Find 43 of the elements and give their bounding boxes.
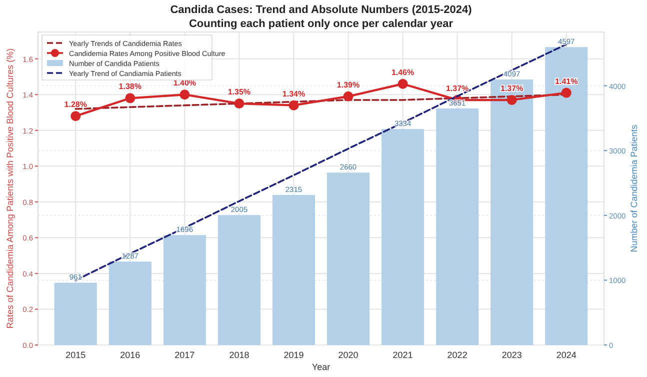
point <box>288 100 299 110</box>
chart-title: Candida Cases: Trend and Absolute Numbers (2015-2024) <box>170 4 472 16</box>
x-tick-label: 2024 <box>556 350 576 360</box>
point <box>398 78 408 89</box>
x-tick-label: 2022 <box>447 350 468 360</box>
x-axis-title: Year <box>312 362 330 372</box>
bar <box>54 282 97 345</box>
bar <box>382 128 424 345</box>
bar <box>163 235 206 345</box>
data-label: 1.37% <box>446 84 469 93</box>
x-tick-label: 2017 <box>174 350 195 360</box>
data-label: 1.28% <box>64 100 87 110</box>
x-tick-label: 2015 <box>66 350 86 360</box>
y-axis-title: Rates of Candidemia Among Patients with Positive Blood Cultures (%) <box>5 48 15 329</box>
x-tick-label: 2021 <box>392 350 413 360</box>
point <box>561 88 572 98</box>
y2-axis-title: Number of Candidemia Patients <box>629 124 639 252</box>
data-label: 1.41% <box>555 76 578 86</box>
point <box>343 91 354 102</box>
x-tick-label: 2019 <box>284 350 304 360</box>
bar <box>218 215 260 345</box>
bar <box>490 80 534 345</box>
data-label: 1.34% <box>282 89 306 98</box>
bar <box>545 47 588 345</box>
bar <box>108 262 152 345</box>
point <box>180 90 190 100</box>
bar <box>272 194 315 345</box>
bar <box>436 108 479 345</box>
x-tick-label: 2023 <box>502 350 522 360</box>
data-label: 1.39% <box>336 80 360 90</box>
x-tick-label: 2016 <box>120 350 140 360</box>
x-tick-label: 2018 <box>229 350 250 360</box>
point <box>234 98 244 109</box>
data-label: 1.38% <box>118 82 142 92</box>
data-label: 1.37% <box>500 84 524 93</box>
point <box>506 94 517 105</box>
data-label: 1.35% <box>228 88 251 97</box>
bar <box>327 172 370 345</box>
point <box>70 111 81 122</box>
point <box>125 93 136 104</box>
data-label: 1.46% <box>391 68 414 77</box>
chart-subtitle: Counting each patient only once per calendar year <box>188 18 454 30</box>
x-tick-label: 2020 <box>338 350 358 360</box>
